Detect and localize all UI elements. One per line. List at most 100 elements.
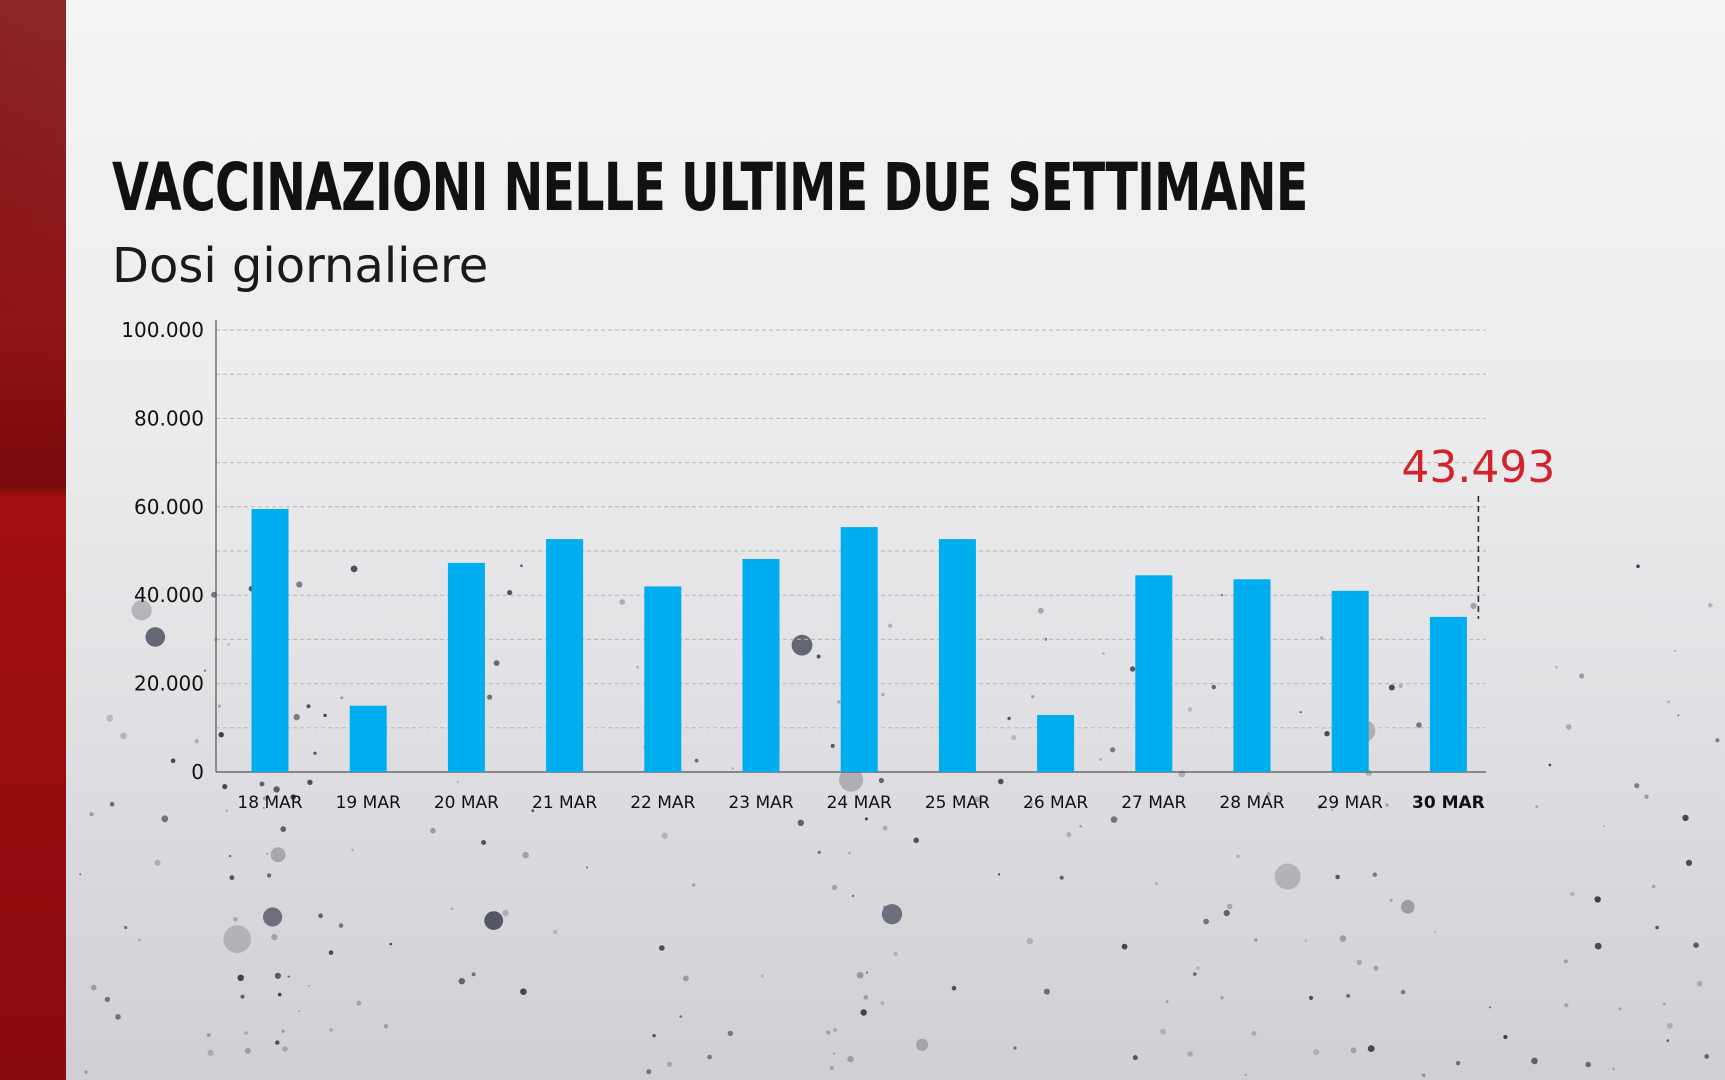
decor-dot [1165, 1000, 1169, 1003]
decor-dot [1244, 1073, 1247, 1077]
decor-dot [350, 565, 358, 573]
decor-dot [832, 1027, 838, 1033]
decor-dot [1026, 938, 1034, 945]
decor-dot [1274, 863, 1301, 890]
decor-dot [1470, 602, 1477, 610]
decor-dot [106, 714, 114, 722]
decor-dot [471, 972, 476, 977]
decor-dot [531, 809, 535, 813]
decor-dot [104, 996, 111, 1003]
decor-dot [856, 971, 864, 979]
decor-dot [293, 713, 300, 721]
decor-dot [262, 806, 265, 810]
decor-dot [1535, 805, 1539, 809]
decor-dot [1594, 942, 1602, 950]
decor-dot [137, 938, 141, 942]
decor-dot [329, 1028, 334, 1032]
decor-dot [1708, 602, 1713, 608]
decor-dot [194, 739, 199, 744]
decor-dot [998, 873, 1001, 876]
x-tick-label: 24 MAR [827, 793, 892, 813]
decor-dot [308, 984, 311, 987]
decor-dot [1121, 943, 1128, 950]
decor-dot [1682, 814, 1689, 822]
decor-dot [266, 873, 272, 878]
bar-28-mar [1233, 579, 1271, 772]
decor-dot [270, 847, 286, 863]
decor-dot [502, 909, 509, 917]
bar-21-mar [546, 539, 584, 772]
bar-18-mar [251, 509, 289, 772]
decor-dot [1066, 832, 1072, 838]
decor-dot [115, 1014, 121, 1020]
decor-dot [282, 1046, 288, 1052]
decor-dot [661, 832, 668, 839]
decor-dot [1693, 942, 1699, 948]
decor-dot [1563, 959, 1568, 964]
decor-dot [553, 929, 558, 935]
decor-dot [1662, 1002, 1666, 1006]
decor-dot [882, 825, 888, 831]
decor-dot [1331, 808, 1334, 812]
decor-dot [290, 794, 297, 800]
x-tick-label: 23 MAR [728, 793, 793, 813]
decor-dot [225, 809, 228, 812]
decor-dot [228, 854, 232, 858]
decor-dot [170, 758, 176, 764]
decor-dot [1433, 931, 1437, 934]
decor-dot [586, 866, 589, 869]
decor-dot [131, 600, 152, 621]
decor-dot [1388, 684, 1395, 691]
side-band [0, 0, 66, 1080]
decor-dot [1373, 965, 1379, 971]
decor-dot [1317, 804, 1322, 809]
decor-dot [306, 704, 311, 709]
decor-dot [1489, 1006, 1491, 1009]
decor-dot [1154, 881, 1159, 886]
decor-dot [692, 883, 696, 887]
decor-dot [1308, 995, 1314, 1001]
decor-dot [1346, 994, 1351, 998]
decor-dot [860, 1009, 867, 1016]
decor-dot [791, 634, 813, 656]
decor-dot [797, 819, 804, 826]
decor-dot [1554, 665, 1558, 669]
x-tick-label: 27 MAR [1121, 793, 1186, 813]
x-tick-label: 28 MAR [1219, 793, 1284, 813]
decor-dot [207, 1049, 214, 1056]
decor-dot [1548, 763, 1552, 767]
decor-dot [154, 859, 161, 866]
decor-dot [829, 1066, 834, 1070]
decor-dot [1564, 1003, 1569, 1008]
decor-dot [1236, 854, 1240, 858]
decor-dot [1696, 981, 1703, 987]
decor-dot [826, 1030, 831, 1035]
decor-dot [145, 627, 166, 647]
decor-dot [1401, 900, 1415, 914]
bar-29-mar [1331, 590, 1369, 772]
decor-dot [259, 781, 265, 787]
decor-dot [266, 852, 269, 855]
decor-dot [880, 1001, 885, 1006]
decor-dot [328, 950, 334, 955]
decor-dot [1673, 649, 1677, 653]
decor-dot [760, 974, 764, 978]
decor-dot [520, 988, 527, 995]
decor-dot [847, 1055, 854, 1063]
decor-dot [120, 732, 127, 740]
decor-dot [277, 992, 282, 997]
decor-dot [520, 564, 523, 568]
bar-19-mar [349, 705, 387, 772]
decor-dot [109, 802, 115, 807]
decor-dot [1685, 859, 1693, 867]
decor-dot [351, 848, 354, 852]
decor-dot [1043, 988, 1050, 995]
decor-dot [91, 984, 97, 991]
decor-dot [84, 1070, 88, 1074]
decor-dot [161, 815, 169, 823]
decor-dot [683, 975, 689, 982]
decor-dot [816, 654, 821, 659]
decor-dot [262, 796, 267, 801]
x-tick-label: 30 MAR [1412, 793, 1485, 813]
